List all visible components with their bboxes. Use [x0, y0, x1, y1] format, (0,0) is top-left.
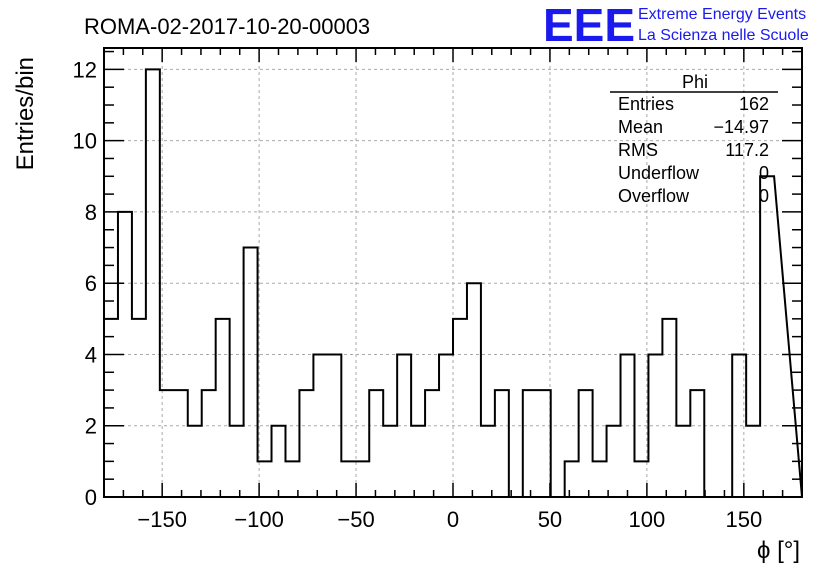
- stats-box: Phi Entries 162 Mean −14.97 RMS 117.2 Underflo…: [610, 72, 778, 206]
- stats-row-label: Overflow: [618, 186, 690, 206]
- stats-title: Phi: [682, 72, 708, 92]
- axis-ticks: [104, 48, 802, 497]
- stats-row-value: 162: [739, 94, 769, 114]
- chart-title: ROMA-02-2017-10-20-00003: [84, 14, 370, 39]
- y-tick-label: 10: [73, 129, 97, 154]
- x-tick-label: 50: [538, 507, 562, 532]
- logo-letters: EEE: [543, 0, 635, 51]
- logo-line-2: La Scienza nelle Scuole: [638, 27, 809, 44]
- x-axis-title: ϕ [°]: [757, 537, 800, 564]
- stats-row-value: 117.2: [725, 140, 769, 160]
- y-tick-labels: 0 2 4 6 8 10 12: [73, 57, 97, 510]
- stats-row-label: Underflow: [618, 163, 700, 183]
- histogram-series-line: [103, 68, 803, 498]
- y-axis-title: Entries/bin: [12, 57, 39, 170]
- y-tick-label: 12: [73, 57, 97, 82]
- y-tick-label: 4: [85, 342, 97, 367]
- x-tick-labels: −150 −100 −50 0 50 100 150: [137, 507, 762, 532]
- stats-row-label: Entries: [618, 94, 674, 114]
- plot-frame: [103, 47, 803, 498]
- stats-row-label: Mean: [618, 117, 663, 137]
- x-tick-label: 150: [725, 507, 762, 532]
- x-tick-label: 0: [447, 507, 459, 532]
- logo-line-1: Extreme Energy Events: [638, 6, 806, 23]
- x-tick-label: 100: [629, 507, 666, 532]
- grid: [104, 48, 802, 497]
- y-tick-label: 0: [85, 485, 97, 510]
- stats-row-value: 0: [759, 163, 769, 183]
- stats-row-label: RMS: [618, 140, 658, 160]
- stats-rows: Entries 162 Mean −14.97 RMS 117.2 Underflow 0 Ov…: [618, 94, 769, 206]
- x-tick-label: −100: [234, 507, 284, 532]
- x-tick-label: −50: [337, 507, 374, 532]
- y-tick-label: 6: [85, 271, 97, 296]
- x-tick-label: −150: [137, 507, 187, 532]
- y-tick-label: 8: [85, 200, 97, 225]
- stats-row-value: −14.97: [713, 117, 769, 137]
- eee-logo: EEE Extreme Energy Events La Scienza nel…: [543, 0, 809, 51]
- y-tick-label: 2: [85, 414, 97, 439]
- stats-row-value: 0: [759, 186, 769, 206]
